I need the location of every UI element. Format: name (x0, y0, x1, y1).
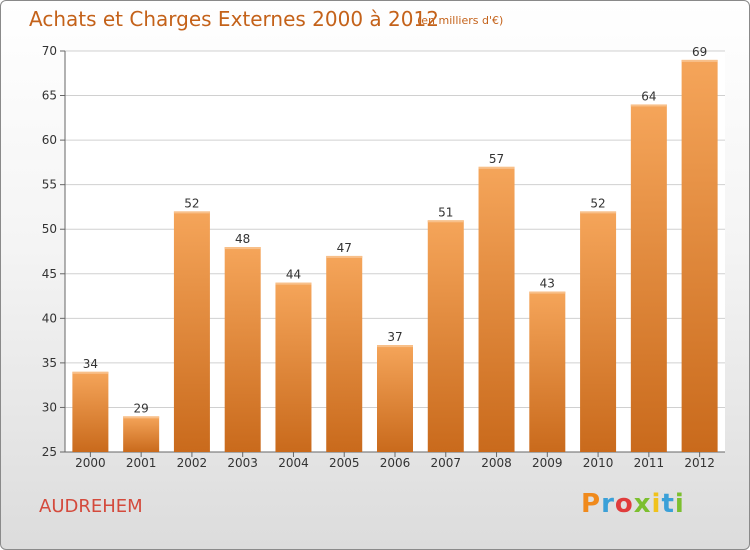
x-tick-label: 2004 (278, 456, 309, 470)
bar-value-label: 69 (692, 45, 707, 59)
bar-value-label: 37 (387, 330, 402, 344)
y-tick-label: 60 (42, 133, 57, 147)
bar-top-highlight (123, 416, 160, 419)
bar (72, 371, 109, 452)
x-tick-label: 2005 (329, 456, 360, 470)
x-tick-label: 2012 (684, 456, 715, 470)
bar (681, 59, 718, 453)
x-tick-label: 2006 (380, 456, 411, 470)
x-tick-label: 2008 (481, 456, 512, 470)
bar (275, 282, 312, 452)
chart-subtitle: (en milliers d'€) (417, 14, 504, 27)
y-tick-label: 55 (42, 178, 57, 192)
bar (630, 104, 667, 452)
bar-top-highlight (427, 220, 464, 223)
bar (224, 247, 261, 452)
logo-letter: P (581, 489, 602, 519)
bar-top-highlight (478, 166, 515, 169)
bar (427, 220, 464, 452)
bar (478, 166, 515, 452)
y-tick-label: 25 (42, 445, 57, 459)
bar-top-highlight (224, 247, 261, 250)
bar (377, 345, 413, 452)
bar-value-label: 43 (540, 277, 555, 291)
x-tick-label: 2011 (634, 456, 665, 470)
logo-letter: o (614, 489, 634, 519)
x-tick-label: 2010 (583, 456, 614, 470)
chart-title: Achats et Charges Externes 2000 à 2012 (29, 7, 439, 31)
y-tick-label: 40 (42, 311, 57, 325)
bar-top-highlight (681, 59, 718, 62)
x-tick-label: 2003 (227, 456, 258, 470)
bar-value-label: 64 (641, 89, 656, 103)
y-tick-label: 30 (42, 400, 57, 414)
bar-value-label: 29 (134, 401, 149, 415)
bar (529, 291, 566, 452)
x-tick-label: 2001 (126, 456, 157, 470)
x-tick-label: 2007 (430, 456, 461, 470)
bar-value-label: 47 (337, 241, 352, 255)
bar-value-label: 34 (83, 357, 98, 371)
bar-top-highlight (529, 291, 566, 294)
y-tick-label: 65 (42, 89, 57, 103)
bar-value-label: 48 (235, 232, 250, 246)
bar-top-highlight (377, 345, 413, 348)
bar-value-label: 44 (286, 268, 301, 282)
bar (326, 255, 363, 452)
bar-top-highlight (326, 255, 363, 258)
logo-letter: r (601, 489, 615, 519)
bar-value-label: 52 (590, 196, 605, 210)
x-tick-label: 2009 (532, 456, 563, 470)
place-name: AUDREHEM (39, 496, 143, 517)
bar-top-highlight (72, 371, 109, 374)
y-tick-label: 35 (42, 356, 57, 370)
bar-value-label: 57 (489, 152, 504, 166)
bar-top-highlight (275, 282, 312, 285)
bar-value-label: 52 (184, 196, 199, 210)
bar-value-label: 51 (438, 205, 453, 219)
logo-letter: i (674, 489, 685, 519)
x-tick-label: 2002 (177, 456, 208, 470)
y-tick-label: 45 (42, 267, 57, 281)
y-tick-label: 50 (42, 222, 57, 236)
x-tick-label: 2000 (75, 456, 106, 470)
proxiti-logo[interactable]: Proxiti (581, 489, 685, 519)
y-tick-label: 70 (42, 44, 57, 58)
bar-top-highlight (173, 211, 210, 214)
bar-top-highlight (630, 104, 667, 107)
logo-letter: x (633, 489, 652, 519)
bar (123, 416, 160, 452)
bar (580, 211, 617, 452)
bar-top-highlight (580, 211, 617, 214)
logo-letter: i (651, 489, 662, 519)
logo-letter: t (661, 489, 675, 519)
bar (173, 211, 210, 452)
